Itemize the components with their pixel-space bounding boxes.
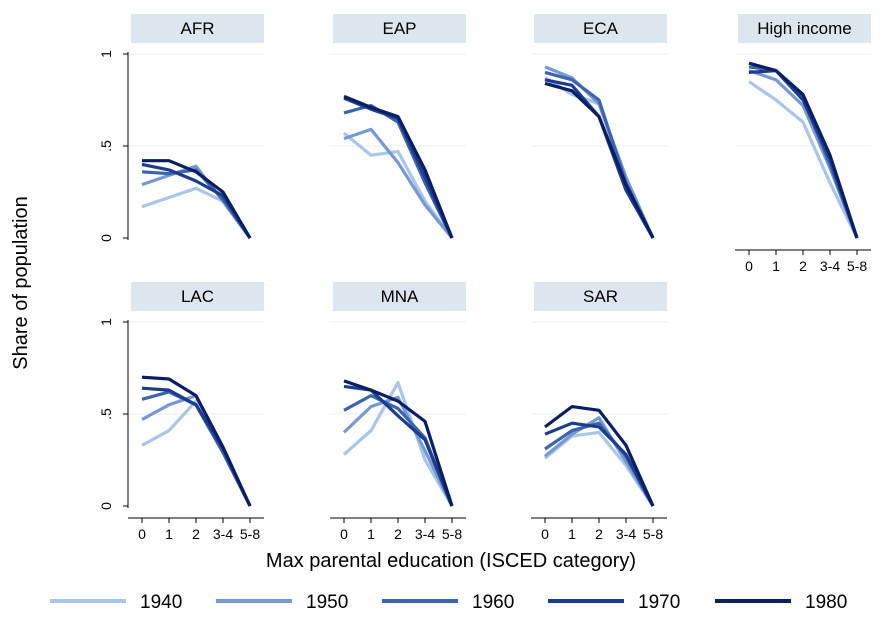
legend-label: 1950 — [306, 592, 348, 613]
panel-high-income: High income 0 1 2 3-4 5-8 — [735, 14, 871, 274]
series-line-1980 — [343, 379, 454, 507]
x-tick-label: 1 — [367, 526, 375, 542]
x-tick-label: 2 — [394, 526, 402, 542]
x-tick-label: 3-4 — [213, 526, 233, 542]
series-line-1950 — [543, 416, 655, 507]
legend-item-1940: 1940 — [50, 592, 182, 613]
y-tick-label: 0 — [98, 234, 114, 242]
series-line-1980 — [544, 405, 655, 507]
panel-header — [131, 282, 264, 311]
series-line-1950 — [343, 127, 454, 240]
series-line-1980 — [343, 94, 454, 239]
panel-header — [131, 14, 264, 43]
x-tick-label: 5-8 — [643, 526, 663, 542]
x-tick-label: 3-4 — [415, 526, 435, 542]
legend-label: 1960 — [472, 592, 514, 613]
panel-afr: AFR 0 .5 1 — [98, 14, 264, 242]
legend-label: 1940 — [140, 592, 182, 613]
x-axis-title: Max parental education (ISCED category) — [266, 550, 636, 572]
series-line-1940 — [342, 131, 454, 239]
series-line-1980 — [142, 159, 252, 239]
panel-header — [738, 14, 871, 43]
y-tick-label: .5 — [98, 408, 114, 420]
panel-title: LAC — [181, 287, 214, 306]
panel-title: AFR — [181, 19, 215, 38]
panel-header — [333, 282, 466, 311]
series-line-1940 — [141, 399, 252, 507]
panel-title: ECA — [583, 19, 619, 38]
y-tick-label: 0 — [98, 502, 114, 510]
series-line-1950 — [141, 394, 252, 507]
x-tick-label: 1 — [772, 258, 780, 274]
legend-label: 1970 — [638, 592, 680, 613]
y-axis-title: Share of population — [10, 196, 32, 369]
x-tick-label: 0 — [541, 526, 549, 542]
legend-label: 1980 — [805, 592, 847, 613]
x-tick-label: 2 — [192, 526, 200, 542]
y-tick-label: .5 — [98, 140, 114, 152]
x-tick-label: 0 — [138, 526, 146, 542]
x-tick-label: 0 — [340, 526, 348, 542]
series-line-1960 — [544, 70, 655, 239]
x-tick-label: 3-4 — [616, 526, 636, 542]
x-tick-label: 2 — [799, 258, 807, 274]
x-tick-label: 0 — [745, 258, 753, 274]
x-tick-label: 2 — [595, 526, 603, 542]
panel-title: SAR — [583, 287, 618, 306]
panel-title: High income — [757, 19, 852, 38]
series-line-1940 — [342, 381, 454, 507]
panel-eca: ECA — [531, 14, 667, 239]
legend-item-1950: 1950 — [216, 592, 348, 613]
series-line-1980 — [141, 375, 252, 507]
legend-item-1980: 1980 — [715, 592, 847, 613]
panel-eap: EAP — [330, 14, 466, 240]
series-line-1940 — [748, 80, 859, 239]
y-tick-label: 1 — [98, 318, 114, 326]
series-line-1970 — [544, 421, 655, 507]
x-tick-label: 5-8 — [442, 526, 462, 542]
legend-item-1970: 1970 — [548, 592, 680, 613]
panel-title: MNA — [381, 287, 419, 306]
panel-title: EAP — [382, 19, 416, 38]
series-line-1970 — [343, 384, 454, 507]
panel-lac: LAC 0 .5 1 0 1 2 3-4 5-8 — [98, 282, 264, 542]
series-line-1950 — [342, 395, 454, 507]
series-line-1960 — [544, 421, 655, 507]
x-tick-label: 1 — [165, 526, 173, 542]
series-line-1980 — [748, 61, 859, 239]
panel-sar: SAR 0 1 2 3-4 5-8 — [531, 282, 667, 542]
series-line-1970 — [141, 386, 252, 507]
legend-item-1960: 1960 — [382, 592, 514, 613]
y-tick-label: 1 — [98, 50, 114, 58]
panel-header — [534, 282, 667, 311]
x-tick-label: 5-8 — [240, 526, 260, 542]
panel-header — [534, 14, 667, 43]
panel-mna: MNA 0 1 2 3-4 5-8 — [330, 282, 466, 542]
x-tick-label: 5-8 — [847, 258, 867, 274]
panel-header — [333, 14, 466, 43]
series-line-1980 — [544, 81, 655, 239]
x-tick-label: 3-4 — [820, 258, 840, 274]
x-tick-label: 1 — [568, 526, 576, 542]
